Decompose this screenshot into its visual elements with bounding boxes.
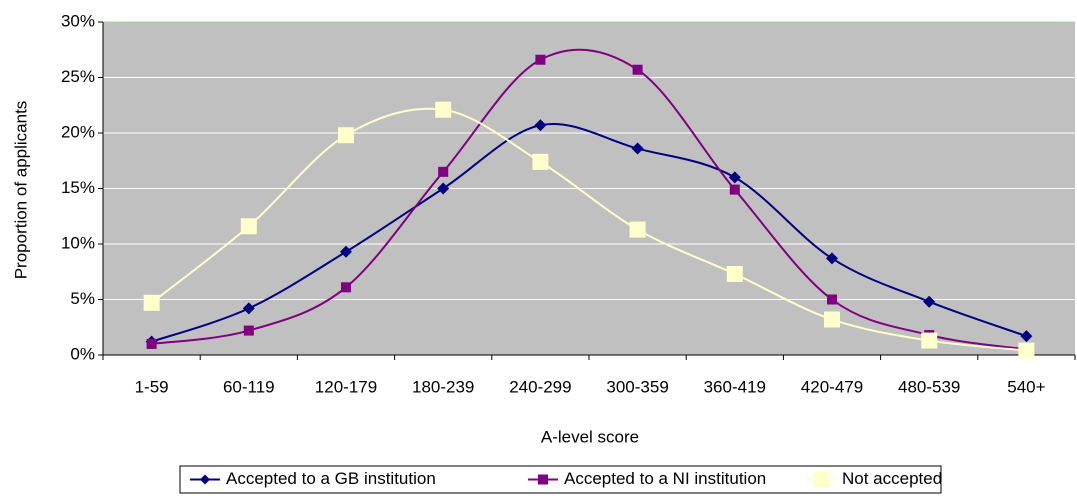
series-marker [338, 127, 354, 144]
series-marker [726, 265, 743, 282]
x-tick-label: 60-119 [223, 377, 275, 396]
series-marker [629, 221, 646, 238]
series-marker [923, 295, 936, 308]
legend-label: Accepted to a GB institution [226, 469, 436, 488]
series-marker [340, 245, 352, 258]
y-tick-label: 30% [61, 11, 95, 30]
series-marker [534, 119, 547, 132]
series-marker [240, 218, 257, 235]
series-marker [435, 101, 452, 118]
y-tick-label: 0% [70, 344, 95, 363]
legend-marker [538, 474, 548, 485]
x-tick-label: 180-239 [412, 377, 474, 396]
x-tick-label: 540+ [1007, 377, 1045, 396]
series-marker [824, 311, 840, 328]
series-marker [146, 338, 157, 349]
series-marker [438, 166, 449, 177]
legend-label: Not accepted [842, 469, 942, 488]
series-marker [437, 182, 450, 195]
series-marker [921, 332, 938, 349]
series-marker [243, 325, 254, 336]
y-tick-label: 20% [61, 122, 95, 141]
series-marker [728, 171, 741, 184]
x-tick-label: 120-179 [315, 377, 377, 396]
legend-marker [813, 471, 829, 488]
x-tick-label: 240-299 [509, 377, 571, 396]
series-marker [532, 153, 549, 170]
series-marker [535, 54, 546, 65]
series-marker [826, 252, 838, 265]
series-line [150, 107, 1027, 352]
series-marker [632, 64, 643, 75]
legend-marker [200, 474, 210, 485]
x-tick-label: 1-59 [135, 377, 169, 396]
y-tick-label: 5% [70, 289, 95, 308]
series-marker [242, 302, 255, 315]
legend-label: Accepted to a NI institution [564, 469, 766, 488]
y-tick-label: 25% [61, 67, 95, 86]
series-marker [341, 282, 351, 293]
series-line [151, 48, 1027, 351]
series-marker [729, 184, 740, 195]
series-marker [1018, 342, 1035, 359]
x-tick-label: 360-419 [704, 377, 766, 396]
x-tick-label: 480-539 [898, 377, 960, 396]
y-tick-label: 15% [61, 178, 95, 197]
x-axis-label: A-level score [541, 427, 639, 446]
y-axis-label: Proportion of applicants [11, 101, 30, 280]
series-marker [1020, 330, 1033, 343]
series-marker [827, 294, 837, 305]
y-tick-label: 10% [61, 233, 95, 252]
x-tick-label: 420-479 [801, 377, 863, 396]
series-marker [143, 294, 160, 311]
x-tick-label: 300-359 [606, 377, 668, 396]
series-marker [631, 142, 644, 155]
series-line [151, 123, 1027, 343]
